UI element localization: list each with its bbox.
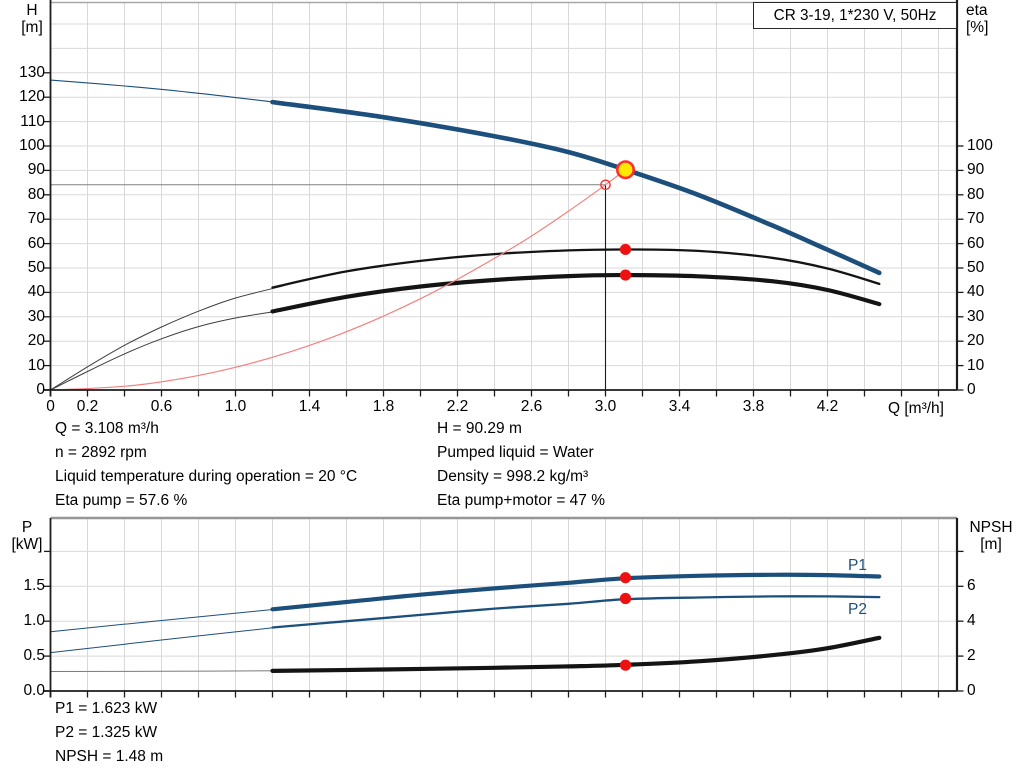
- npsh-axis-name: NPSH: [969, 519, 1013, 536]
- npsh-out-of-range--curve: [50, 670, 283, 672]
- left-axis-tick-label: 50: [27, 259, 45, 276]
- x-tick-label: 0.2: [76, 398, 99, 415]
- eta-operating-point: [619, 269, 632, 281]
- npsh-curve: [270, 635, 882, 673]
- x-tick-label: 2.2: [446, 398, 469, 415]
- x-tick-label: 1.4: [298, 398, 321, 415]
- right-axis-tick-label: 4: [967, 612, 976, 630]
- right-axis-tick-label: 0: [967, 381, 976, 398]
- left-axis-tick-label: 110: [20, 112, 45, 130]
- h-curve-curve: [270, 99, 882, 276]
- left-axis-tick-label: 130: [19, 63, 45, 81]
- p-axis-unit: [kW]: [11, 536, 43, 553]
- p-axis-name: P: [21, 519, 33, 536]
- p1-out-of-range--curve: [50, 608, 283, 633]
- h-axis-title: H [m]: [14, 2, 50, 36]
- h-curve-out-of-range--curve: [49, 79, 283, 104]
- x-tick-label: 1.0: [224, 398, 247, 415]
- x-tick-label: 3.8: [742, 398, 765, 415]
- h-axis-name: H: [26, 2, 38, 19]
- pump-title: CR 3-19, 1*230 V, 50Hz: [773, 6, 937, 24]
- left-axis-tick-label: 120: [19, 88, 45, 106]
- eta-operating-point: [619, 243, 632, 256]
- x-tick-label: 3.4: [668, 398, 691, 415]
- right-axis-tick-label: 0: [967, 682, 976, 699]
- p-axis-title: P [kW]: [6, 519, 48, 553]
- p1-curve: [270, 572, 882, 612]
- info-pumped-liquid: Pumped liquid = Water: [437, 444, 594, 461]
- right-axis-tick-label: 80: [967, 185, 985, 203]
- eta-pump-curve: [271, 248, 881, 289]
- eta-pump-out-of-range--curve: [50, 285, 283, 391]
- info-liquid-temp: Liquid temperature during operation = 20…: [55, 468, 358, 485]
- right-axis-tick-label: 2: [967, 647, 976, 665]
- p2-out-of-range--curve: [50, 626, 283, 654]
- x-tick-label: 4.2: [816, 398, 839, 415]
- npsh-operating-point: [619, 659, 632, 671]
- eta-pump-motor-out-of-range--curve: [50, 310, 283, 391]
- system-curve-curve: [53, 169, 627, 391]
- info-p2: P2 = 1.325 kW: [55, 724, 158, 741]
- p1-curve-label: P1: [848, 557, 867, 574]
- npsh-axis-unit: [m]: [980, 536, 1002, 553]
- x-tick-label: 1.8: [372, 398, 395, 415]
- p2-curve-label: P2: [848, 601, 867, 618]
- left-axis-tick-label: 60: [27, 234, 45, 252]
- left-axis-tick-label: 0.0: [23, 682, 45, 699]
- npsh-axis-title: NPSH [m]: [962, 519, 1020, 553]
- left-axis-tick-label: 70: [27, 210, 45, 228]
- pump-title-box: CR 3-19, 1*230 V, 50Hz: [753, 2, 957, 29]
- right-axis-tick-label: 6: [967, 577, 976, 595]
- left-axis-tick-label: 30: [27, 307, 45, 325]
- right-axis-tick-label: 70: [967, 210, 985, 228]
- x-tick-label: 0: [46, 398, 55, 415]
- eta-pump-motor-curve: [270, 272, 882, 314]
- p1-operating-point: [619, 572, 632, 584]
- left-axis-tick-label: 10: [27, 356, 45, 374]
- left-axis-tick-label: 0.5: [23, 647, 45, 665]
- x-tick-label: 0.6: [150, 398, 173, 415]
- info-q: Q = 3.108 m³/h: [55, 420, 159, 437]
- eta-axis-name: eta: [966, 2, 988, 19]
- right-axis-tick-label: 40: [967, 283, 985, 301]
- left-axis-tick-label: 1.5: [23, 577, 45, 595]
- left-axis-tick-label: 40: [27, 283, 45, 301]
- info-eta-pump-motor: Eta pump+motor = 47 %: [437, 492, 606, 509]
- info-npsh: NPSH = 1.48 m: [55, 748, 164, 765]
- left-axis-tick-label: 100: [19, 137, 45, 154]
- info-h: H = 90.29 m: [437, 420, 522, 437]
- q-axis-unit: Q [m³/h]: [888, 400, 944, 417]
- right-axis-tick-label: 50: [967, 259, 985, 276]
- left-axis-tick-label: 0: [36, 381, 45, 398]
- info-p1: P1 = 1.623 kW: [55, 700, 158, 717]
- p2-curve: [271, 595, 881, 629]
- right-axis-tick-label: 20: [967, 332, 985, 350]
- x-tick-label: 3.0: [594, 398, 617, 415]
- right-axis-tick-label: 100: [967, 137, 993, 154]
- x-tick-label: 2.6: [520, 398, 543, 415]
- right-axis-tick-label: 60: [967, 234, 985, 252]
- right-axis-tick-label: 10: [967, 356, 985, 374]
- left-axis-tick-label: 1.0: [23, 612, 45, 630]
- right-axis-tick-label: 90: [967, 161, 985, 179]
- left-axis-tick-label: 80: [27, 185, 45, 203]
- left-axis-tick-label: 90: [27, 161, 45, 179]
- info-n: n = 2892 rpm: [55, 444, 147, 461]
- requested-duty-point: [600, 179, 611, 191]
- info-density: Density = 998.2 kg/m³: [437, 468, 589, 485]
- h-axis-unit: [m]: [21, 19, 43, 36]
- eta-axis-title: eta [%]: [966, 2, 1010, 36]
- eta-axis-unit: [%]: [966, 19, 989, 36]
- p2-operating-point: [619, 592, 632, 605]
- right-axis-tick-label: 30: [967, 307, 985, 325]
- actual-duty-point: [615, 160, 635, 180]
- left-axis-tick-label: 20: [27, 332, 45, 350]
- info-eta-pump: Eta pump = 57.6 %: [55, 492, 188, 509]
